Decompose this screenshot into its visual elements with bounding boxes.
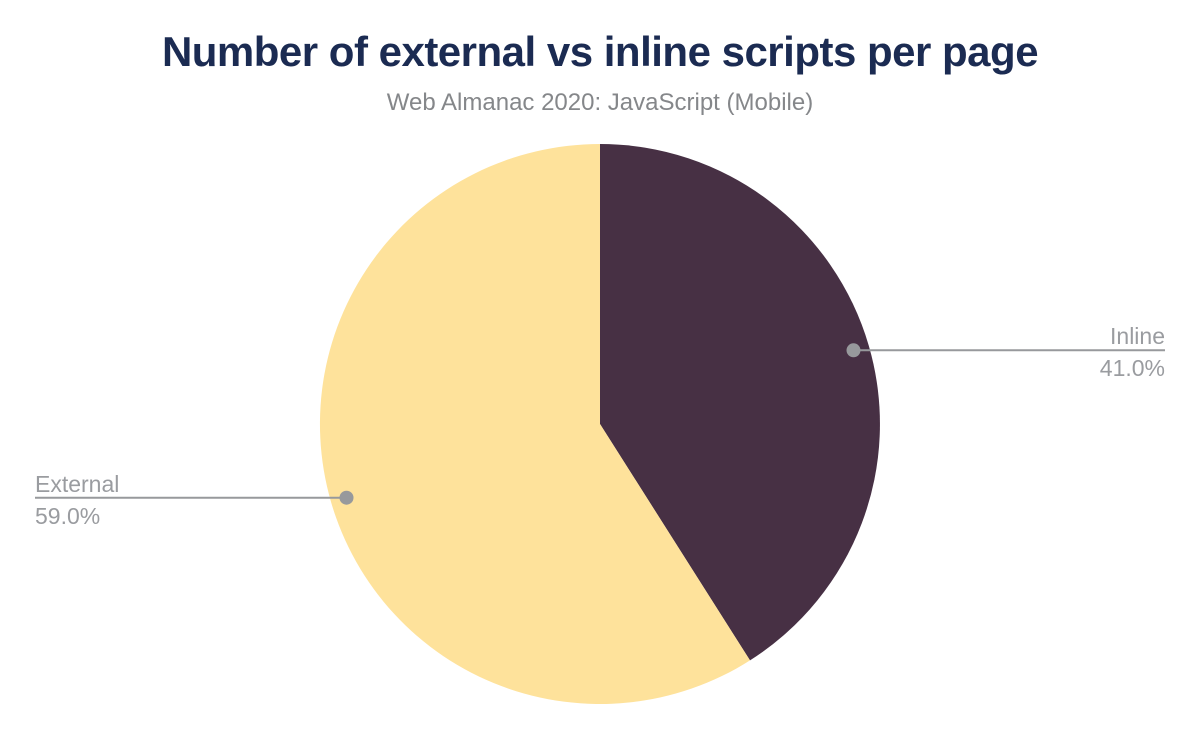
leader-dot	[846, 343, 861, 358]
chart-title: Number of external vs inline scripts per…	[161, 28, 1039, 75]
slice-label-name: External	[35, 470, 120, 497]
slice-label-name: Inline	[1110, 323, 1165, 350]
slice-label-percent: 41.0%	[1099, 355, 1165, 382]
slice-label-inline: Inline 41.0%	[1100, 323, 1165, 382]
chart-subtitle: Web Almanac 2020: JavaScript (Mobile)	[386, 89, 814, 116]
slice-label-external: External 59.0%	[35, 471, 119, 530]
slice-label-percent: 59.0%	[35, 502, 101, 529]
pie-slice-inline	[600, 144, 880, 661]
pie-slice-external	[319, 143, 750, 705]
leader-dot	[339, 490, 354, 505]
